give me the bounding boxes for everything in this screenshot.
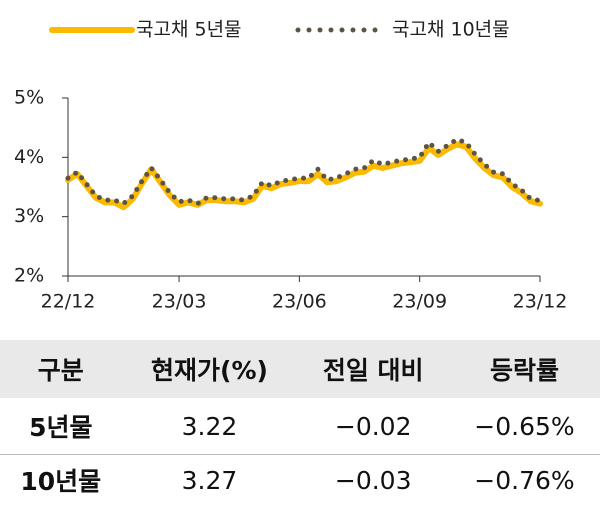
- x-tick-label: 22/12: [41, 291, 96, 313]
- table-cell: 3.22: [122, 398, 298, 455]
- x-tick-label: 23/03: [152, 291, 207, 313]
- table-cell: −0.03: [297, 455, 449, 505]
- legend-label: 국고채 5년물: [136, 19, 242, 41]
- y-tick-label: 3%: [14, 205, 44, 227]
- header-cell: 현재가(%): [122, 340, 298, 398]
- x-tick-label: 23/12: [513, 291, 568, 313]
- table-cell: 5년물: [0, 398, 122, 455]
- chart: 2% 3% 4% 5% 22/12 23/03 23/06 23/09 23/12 국고채 5년물…: [0, 0, 600, 340]
- y-tick-label: 2%: [14, 265, 44, 287]
- table-cell: −0.02: [297, 398, 449, 455]
- legend-label: 국고채 10년물: [392, 19, 510, 41]
- header-cell: 구분: [0, 340, 122, 398]
- header-cell: 등락률: [449, 340, 600, 398]
- y-tick-label: 5%: [14, 87, 44, 109]
- header-cell: 전일 대비: [297, 340, 449, 398]
- table-cell: 3.27: [122, 455, 298, 505]
- table-cell: −0.76%: [449, 455, 600, 505]
- x-tick-label: 23/09: [392, 291, 447, 313]
- table-cell: −0.65%: [449, 398, 600, 455]
- table-cell: 10년물: [0, 455, 122, 505]
- x-tick-label: 23/06: [272, 291, 327, 313]
- y-tick-label: 4%: [14, 146, 44, 168]
